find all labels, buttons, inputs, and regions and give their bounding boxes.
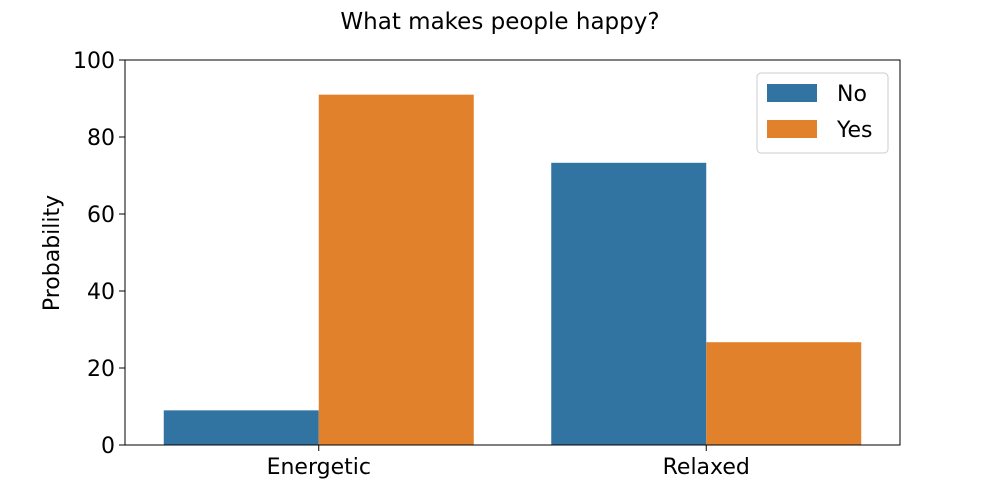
y-tick-label: 100 [73, 49, 115, 74]
bar-yes-energetic [318, 94, 474, 446]
bars-group [163, 94, 862, 446]
y-tick-label: 0 [101, 434, 115, 459]
x-tick-label-relaxed: Relaxed [663, 455, 750, 480]
bar-yes-relaxed [706, 342, 862, 445]
legend-swatch-no [767, 84, 817, 102]
bar-no-energetic [163, 410, 319, 445]
y-axis-label: Probability [40, 195, 65, 311]
legend-label-no: No [837, 82, 867, 107]
legend-swatch-yes [767, 120, 817, 138]
x-axis: Energetic Relaxed [267, 445, 750, 480]
legend-label-yes: Yes [836, 118, 873, 143]
legend: No Yes [756, 72, 889, 154]
chart-title: What makes people happy? [340, 9, 659, 35]
y-axis: 0 20 40 60 80 100 [73, 49, 125, 459]
bar-no-relaxed [551, 162, 707, 446]
y-tick-label: 40 [87, 280, 115, 305]
y-tick-label: 80 [87, 126, 115, 151]
y-tick-label: 60 [87, 203, 115, 228]
y-tick-label: 20 [87, 357, 115, 382]
x-tick-label-energetic: Energetic [267, 455, 371, 480]
plot-frame [124, 59, 901, 446]
